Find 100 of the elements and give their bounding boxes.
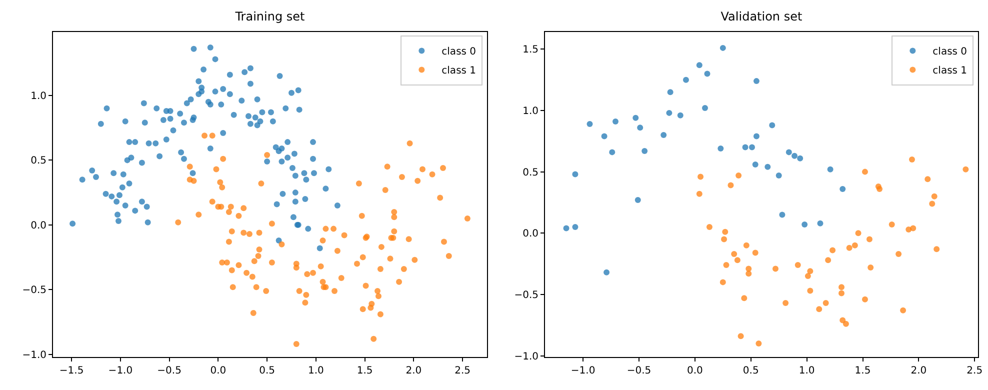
point xyxy=(838,290,844,296)
point xyxy=(746,270,752,277)
point xyxy=(816,306,822,312)
point xyxy=(769,122,776,128)
point xyxy=(720,279,726,286)
x-tick-label: −0.5 xyxy=(157,366,182,376)
legend-label: class 1 xyxy=(932,66,968,77)
point xyxy=(822,300,829,306)
point xyxy=(634,197,641,204)
point xyxy=(802,222,808,228)
x-tick-label: 1.5 xyxy=(356,366,373,376)
point xyxy=(900,307,906,314)
point xyxy=(838,284,844,290)
point xyxy=(660,132,667,138)
x-tick-label: 0.5 xyxy=(742,366,759,376)
point xyxy=(868,264,874,270)
point xyxy=(779,212,786,218)
point xyxy=(910,225,916,232)
point xyxy=(667,89,674,96)
point xyxy=(756,340,762,347)
point xyxy=(753,133,760,140)
point xyxy=(632,114,639,121)
point xyxy=(723,262,730,268)
point xyxy=(666,110,672,116)
point xyxy=(741,295,748,302)
point xyxy=(862,296,868,302)
point xyxy=(807,268,814,274)
point xyxy=(677,112,684,118)
y-tick-label: 1.5 xyxy=(522,44,538,56)
point xyxy=(743,242,750,248)
y-tick-label: 1.0 xyxy=(30,90,46,102)
point xyxy=(827,166,834,172)
point xyxy=(734,257,740,264)
point xyxy=(931,193,938,200)
point xyxy=(846,244,852,251)
point xyxy=(929,200,936,207)
x-tick-label: 1.0 xyxy=(308,366,324,376)
point xyxy=(572,224,578,230)
point xyxy=(696,190,702,197)
point xyxy=(855,230,862,236)
point xyxy=(908,156,915,163)
y-tick-label: 0.5 xyxy=(30,156,46,167)
point xyxy=(934,246,940,252)
point xyxy=(830,247,836,254)
point xyxy=(738,333,744,340)
point xyxy=(842,320,849,327)
x-tick-label: 1.5 xyxy=(854,366,871,376)
point xyxy=(782,300,789,306)
x-tick-label: 0.5 xyxy=(259,366,276,376)
point xyxy=(721,236,728,242)
point xyxy=(866,236,872,242)
point xyxy=(772,266,778,272)
x-tick-label: 2.0 xyxy=(910,366,927,376)
x-tick-label: −1.0 xyxy=(108,366,133,376)
point xyxy=(601,133,608,140)
x-tick-label: 1.0 xyxy=(798,366,815,376)
point xyxy=(642,148,648,154)
point xyxy=(704,70,710,77)
y-tick-label: −0.5 xyxy=(22,285,46,296)
y-tick-label: 0.5 xyxy=(522,167,538,178)
point xyxy=(794,262,801,268)
point xyxy=(706,224,712,230)
point xyxy=(776,172,782,178)
point xyxy=(586,120,593,127)
x-tick-label: −1.0 xyxy=(570,366,596,376)
legend-label: class 0 xyxy=(932,46,968,58)
point xyxy=(698,174,704,180)
point xyxy=(563,225,570,232)
x-tick-label: 0.0 xyxy=(210,366,226,376)
y-tick-label: −1.0 xyxy=(514,351,538,362)
point xyxy=(718,146,724,152)
x-tick-label: 2.5 xyxy=(454,366,471,376)
point xyxy=(682,76,689,83)
legend-label: class 0 xyxy=(442,46,476,58)
point xyxy=(604,269,610,276)
y-tick-label: −0.5 xyxy=(514,290,538,301)
point xyxy=(731,250,738,257)
chart-title: Training set xyxy=(234,9,306,24)
chart-title: Validation set xyxy=(720,9,802,24)
x-tick-label: 2.0 xyxy=(406,366,422,376)
point xyxy=(792,152,798,159)
x-tick-label: −0.5 xyxy=(626,366,652,376)
point xyxy=(804,273,811,280)
point xyxy=(696,62,702,68)
x-tick-label: −1.5 xyxy=(59,366,84,376)
point xyxy=(748,144,755,150)
point xyxy=(572,171,578,178)
point xyxy=(797,155,804,162)
point xyxy=(720,44,726,51)
legend-label: class 1 xyxy=(442,66,476,77)
point xyxy=(702,105,708,112)
y-tick-label: 0.0 xyxy=(522,228,538,240)
point xyxy=(807,288,814,294)
point xyxy=(862,168,868,175)
point xyxy=(786,149,792,156)
y-tick-label: 0.0 xyxy=(30,220,46,232)
point xyxy=(742,144,748,150)
point xyxy=(637,124,644,131)
y-tick-label: −1.0 xyxy=(22,350,46,361)
point xyxy=(840,186,846,192)
